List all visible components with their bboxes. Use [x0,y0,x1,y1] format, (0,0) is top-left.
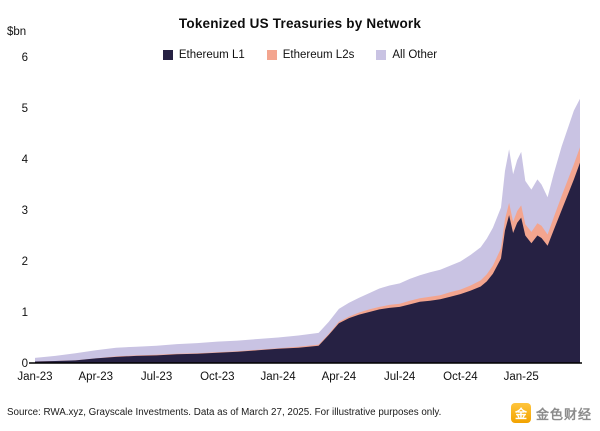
legend-swatch-ethereum-l1 [162,50,173,60]
x-tick-label: Apr-23 [79,371,114,383]
x-tick-label: Jan-23 [17,371,52,383]
y-axis-unit-label: $bn [7,26,27,38]
legend-label-all-other: All Other [392,49,438,61]
watermark-text: 金色财经 [535,406,592,422]
chart-title: Tokenized US Treasuries by Network [178,16,422,31]
x-tick-label: Jan-24 [261,371,297,383]
x-tick-label: Jul-23 [141,371,172,383]
y-tick-label: 1 [22,307,28,319]
legend-label-ethereum-l2s: Ethereum L2s [282,49,355,61]
area-ethereum-l1 [35,162,580,363]
x-tick-label: Jan-25 [504,371,539,383]
y-tick-label: 0 [22,358,28,370]
jinse-finance-logo-icon: 金 [510,403,531,423]
x-tick-label: Oct-23 [200,371,235,383]
y-tick-label: 5 [22,103,28,115]
x-tick-label: Jul-24 [384,371,416,383]
y-tick-label: 3 [22,205,28,217]
y-tick-label: 2 [22,256,28,268]
y-tick-label: 6 [22,52,28,64]
legend-swatch-all-other [376,50,387,60]
source-note: Source: RWA.xyz, Grayscale Investments. … [7,407,442,418]
legend: Ethereum L1 Ethereum L2s All Other [0,49,600,61]
legend-item-ethereum-l1: Ethereum L1 [162,49,245,61]
x-tick-label: Oct-24 [443,371,478,383]
y-tick-label: 4 [22,154,29,166]
legend-label-ethereum-l1: Ethereum L1 [178,49,245,61]
legend-item-all-other: All Other [376,49,437,61]
legend-item-ethereum-l2s: Ethereum L2s [266,49,355,61]
jinse-finance-watermark: 金 金色财经 [506,401,594,425]
legend-swatch-ethereum-l2s [266,50,277,60]
x-tick-label: Apr-24 [322,371,357,383]
